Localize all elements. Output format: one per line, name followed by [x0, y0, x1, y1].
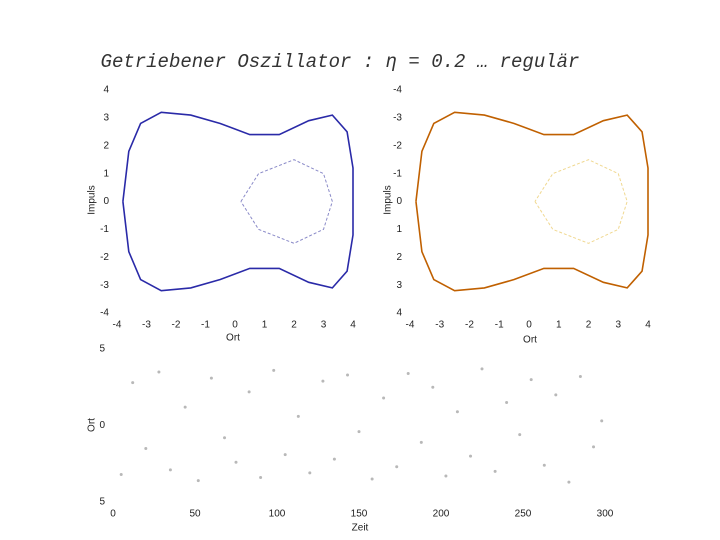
point: [567, 480, 571, 484]
point: [518, 433, 522, 437]
point: [223, 436, 227, 440]
x-tick-label: 200: [433, 509, 450, 520]
point: [183, 405, 187, 409]
point: [168, 468, 172, 472]
point: [578, 375, 582, 379]
point: [493, 469, 497, 473]
point: [346, 373, 350, 377]
x-tick-label: 150: [351, 509, 368, 520]
x-tick-label: -2: [172, 320, 181, 331]
x-axis-label: Zeit: [352, 523, 369, 534]
x-tick-label: 3: [615, 320, 621, 331]
point: [119, 472, 123, 476]
slide-title: Getriebener Oszillator : η = 0.2 … regul…: [101, 51, 580, 73]
point: [247, 390, 251, 394]
x-tick-label: -1: [495, 320, 504, 331]
point: [370, 477, 374, 481]
point: [321, 379, 325, 383]
x-axis-label: Ort: [523, 335, 537, 346]
y-tick-label: -2: [393, 140, 402, 151]
point: [234, 460, 238, 464]
point: [382, 396, 386, 400]
point: [131, 381, 135, 385]
point: [308, 471, 312, 475]
point: [209, 376, 213, 380]
y-tick-label: 2: [396, 252, 402, 263]
x-axis-label: Ort: [226, 333, 240, 344]
orbit-line: [122, 111, 354, 292]
point: [259, 476, 263, 480]
y-tick-label: -4: [393, 85, 402, 96]
x-tick-label: 1: [262, 320, 268, 331]
x-tick-label: 2: [291, 320, 297, 331]
point: [157, 370, 161, 374]
point: [296, 414, 300, 418]
x-tick-label: -1: [201, 320, 210, 331]
y-tick-label: -3: [393, 113, 402, 124]
y-tick-label: -3: [100, 280, 109, 291]
point: [272, 368, 276, 372]
x-tick-label: 50: [189, 509, 201, 520]
y-axis-label: Impuls: [383, 185, 394, 214]
y-tick-label: 0: [99, 420, 105, 431]
x-tick-label: 0: [232, 320, 238, 331]
y-axis-label: Impuls: [87, 185, 98, 214]
point: [592, 445, 596, 449]
point: [469, 454, 473, 458]
x-tick-label: -3: [142, 320, 151, 331]
y-tick-label: 1: [103, 168, 109, 179]
x-tick-label: 250: [515, 509, 532, 520]
point: [431, 385, 435, 389]
point: [419, 440, 423, 444]
y-tick-label: 4: [396, 308, 402, 319]
y-tick-label: 5: [99, 497, 105, 508]
x-tick-label: 3: [321, 320, 327, 331]
y-tick-label: 3: [396, 280, 402, 291]
x-tick-label: -4: [113, 320, 122, 331]
point: [480, 367, 484, 371]
y-axis-label: Ort: [87, 418, 98, 432]
y-tick-label: 2: [103, 140, 109, 151]
point: [357, 430, 361, 434]
x-tick-label: 100: [269, 509, 286, 520]
point: [529, 378, 533, 382]
y-tick-label: 1: [396, 224, 402, 235]
y-tick-label: -4: [100, 308, 109, 319]
x-tick-label: 4: [350, 320, 356, 331]
x-tick-label: 2: [586, 320, 592, 331]
point: [444, 474, 448, 478]
y-tick-label: 4: [103, 85, 109, 96]
x-tick-label: 4: [645, 320, 651, 331]
x-tick-label: 0: [110, 509, 116, 520]
point: [144, 446, 148, 450]
y-tick-label: -1: [393, 168, 402, 179]
point: [600, 419, 604, 423]
y-tick-label: 5: [99, 344, 105, 355]
point: [455, 410, 459, 414]
point: [505, 401, 509, 405]
x-tick-label: -4: [406, 320, 415, 331]
point: [283, 453, 287, 457]
x-tick-label: 0: [526, 320, 532, 331]
y-tick-label: 0: [103, 196, 109, 207]
x-tick-label: -3: [435, 320, 444, 331]
x-tick-label: 1: [556, 320, 562, 331]
x-tick-label: 300: [597, 509, 614, 520]
x-tick-label: -2: [465, 320, 474, 331]
point: [406, 371, 410, 375]
point: [395, 465, 399, 469]
orbit-line: [534, 159, 628, 244]
point: [554, 393, 558, 397]
point: [196, 479, 200, 483]
y-tick-label: -1: [100, 224, 109, 235]
point: [542, 463, 546, 467]
y-tick-label: -2: [100, 252, 109, 263]
y-tick-label: 0: [396, 196, 402, 207]
orbit-line: [240, 159, 333, 244]
y-tick-label: 3: [103, 113, 109, 124]
orbit-line: [415, 111, 649, 292]
point: [332, 457, 336, 461]
